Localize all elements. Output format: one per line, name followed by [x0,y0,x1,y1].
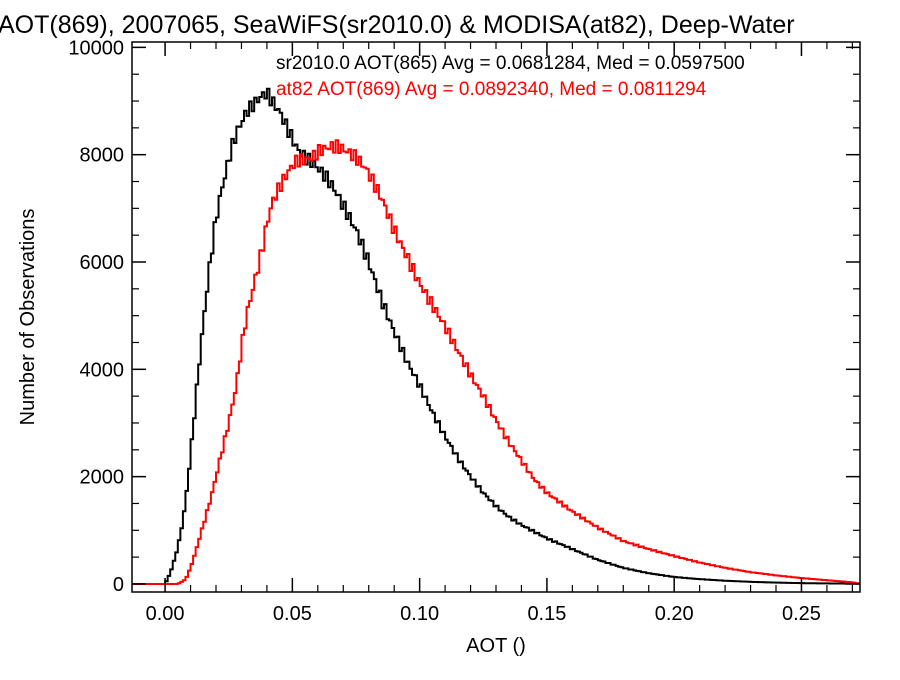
y-tick-label: 10000 [68,37,124,59]
x-tick-label: 0.00 [146,603,185,625]
legend-entry-at82: at82 AOT(869) Avg = 0.0892340, Med = 0.0… [276,79,707,100]
series-line-1 [132,139,860,585]
y-tick-label: 6000 [80,252,125,274]
tick-layer: 0.00 0.05 0.10 0.15 0.20 0.25 0 2000 4000 6000 800… [68,37,860,625]
y-tick-label: 2000 [80,467,125,489]
plot-layer [132,87,860,585]
series-line-0 [132,87,860,585]
y-axis-label: Number of Observations [17,209,39,426]
x-tick-label: 0.25 [782,603,821,625]
x-tick-label: 0.05 [273,603,312,625]
chart-title: AOT(869), 2007065, SeaWiFS(sr2010.0) & M… [0,11,795,39]
legend-entry-sr2010: sr2010.0 AOT(865) Avg = 0.0681284, Med =… [276,53,745,74]
x-tick-label: 0.20 [655,603,694,625]
y-tick-label: 0 [113,574,124,596]
x-tick-label: 0.10 [400,603,439,625]
y-tick-label: 4000 [80,359,125,381]
y-tick-label: 8000 [80,145,125,167]
x-axis-label: AOT () [466,635,526,657]
x-tick-label: 0.15 [527,603,566,625]
